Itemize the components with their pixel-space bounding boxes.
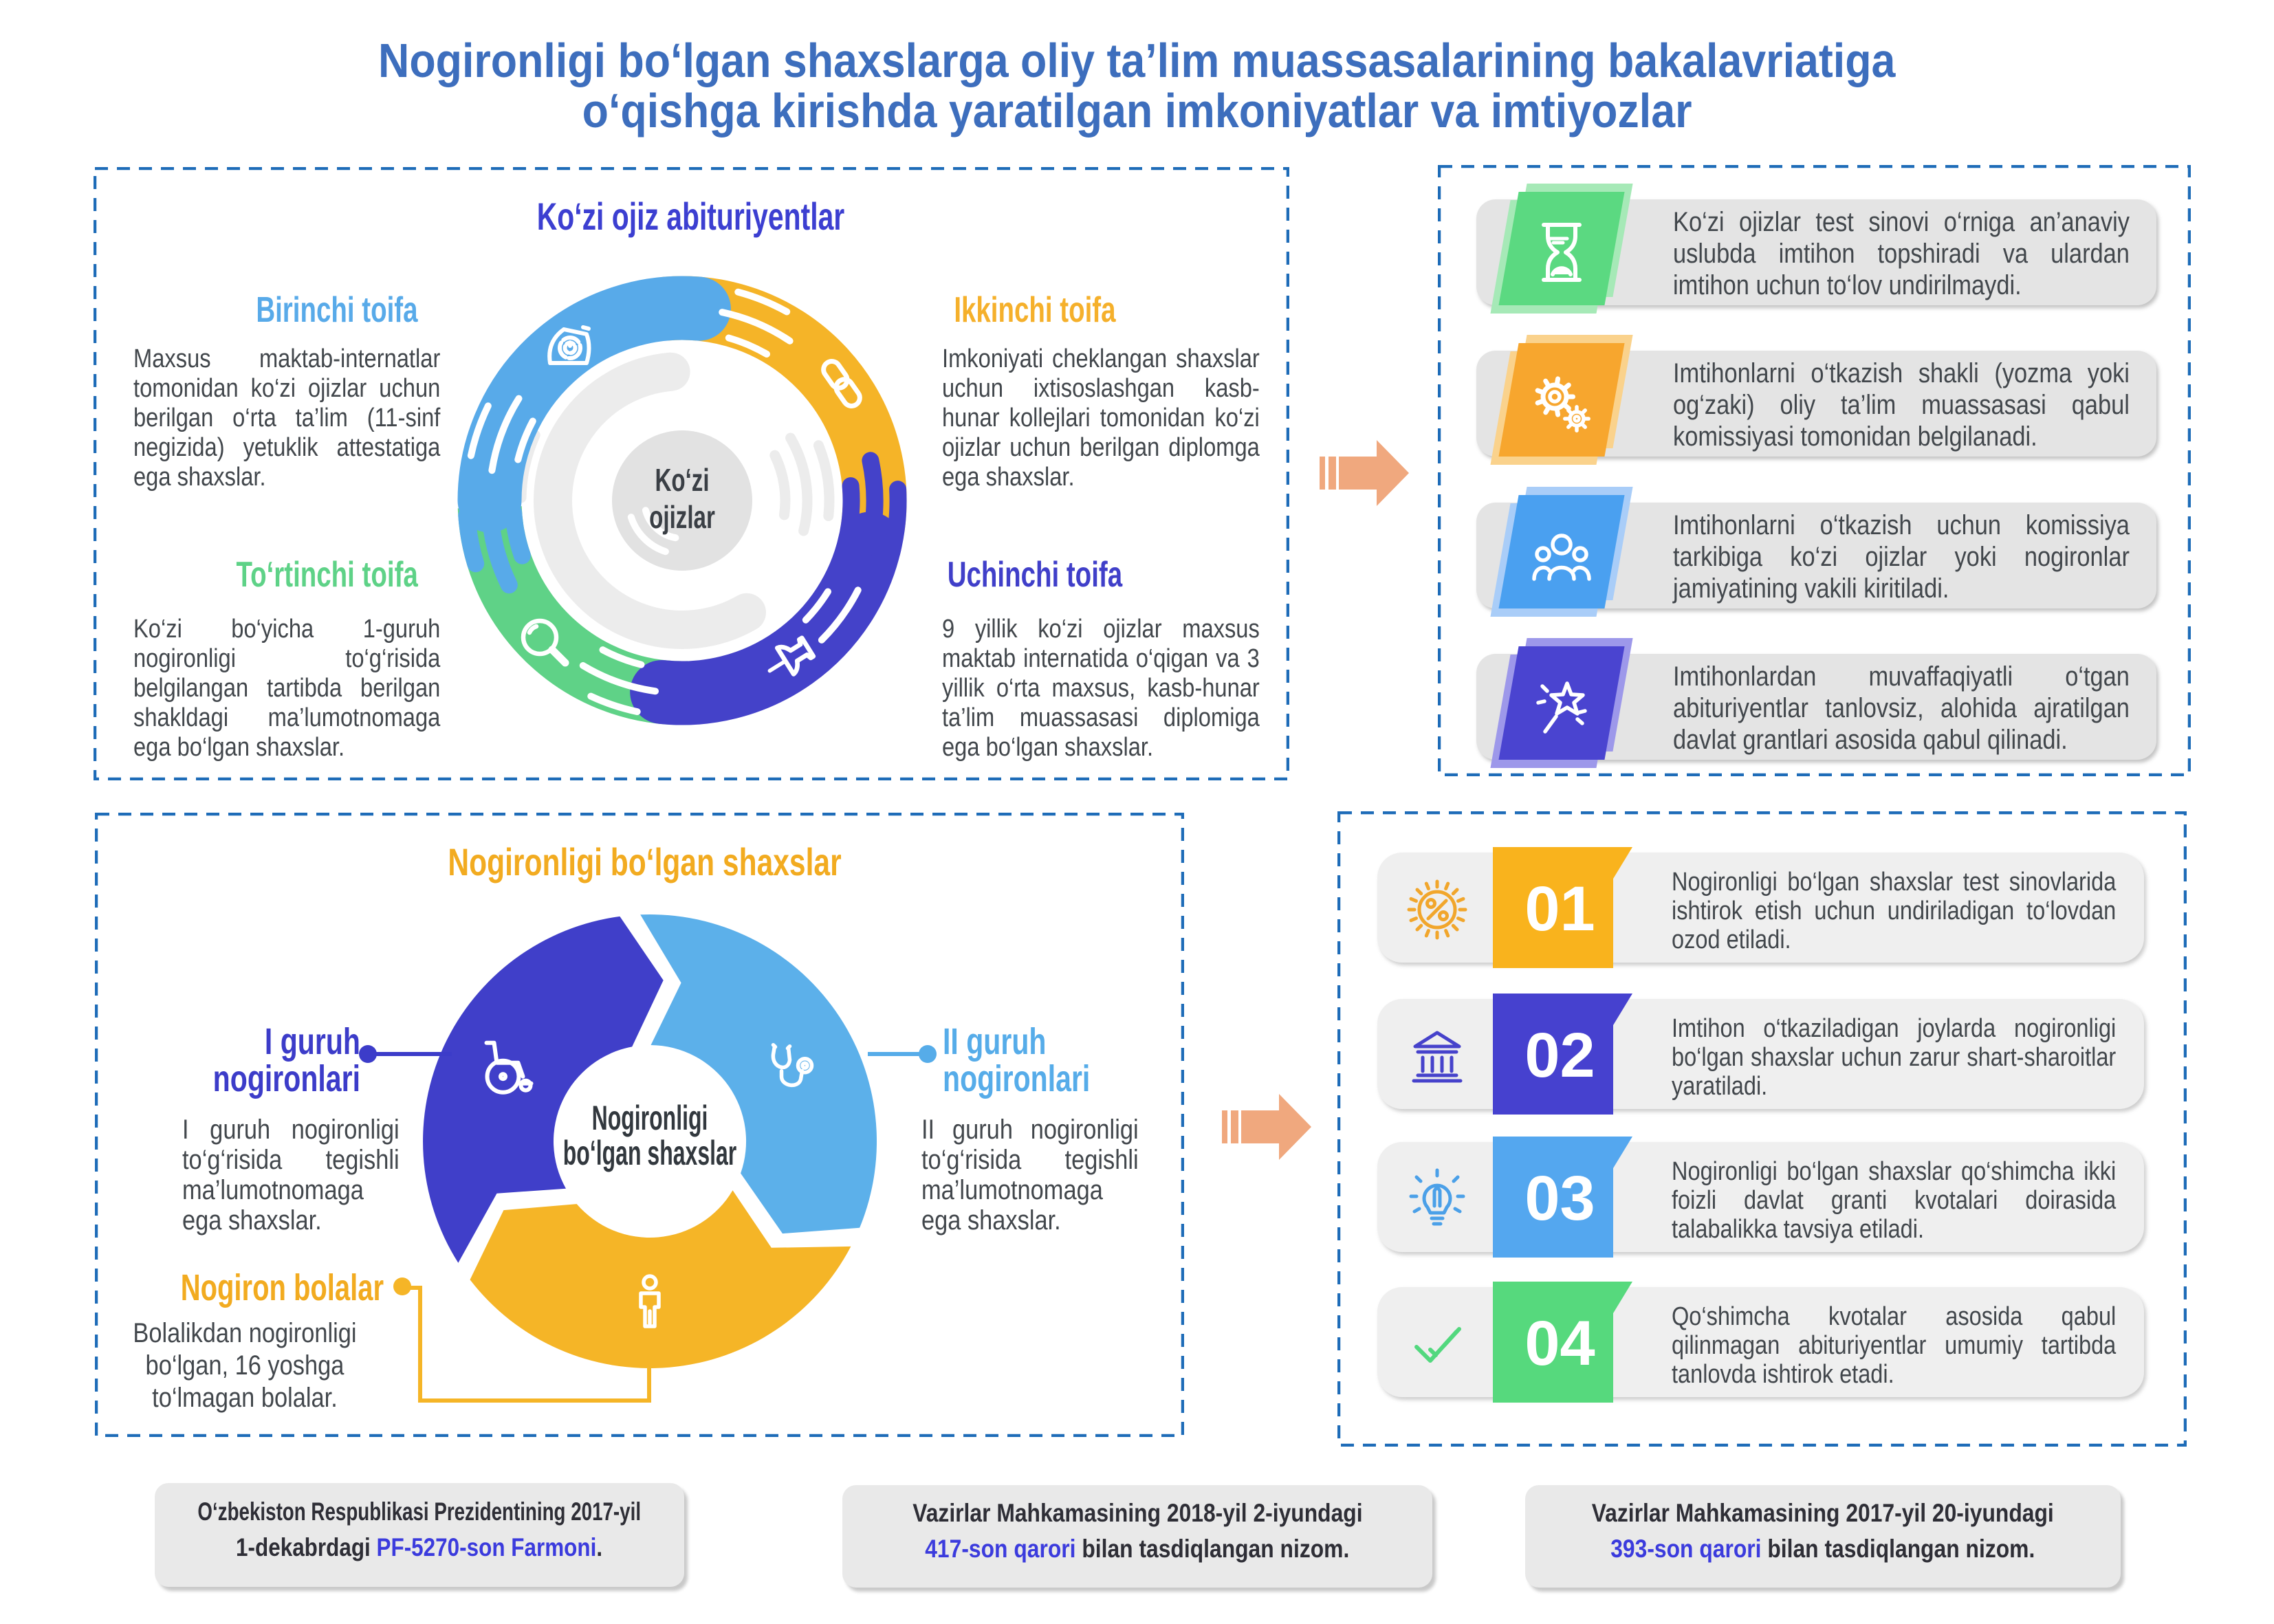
svg-text:Ko‘zi: Ko‘zi bbox=[655, 463, 709, 498]
svg-text:Nogironligi: Nogironligi bbox=[592, 1099, 708, 1137]
svg-text:ojizlar: ojizlar bbox=[649, 501, 715, 535]
svg-text:bo‘lgan shaxslar: bo‘lgan shaxslar bbox=[563, 1134, 736, 1172]
